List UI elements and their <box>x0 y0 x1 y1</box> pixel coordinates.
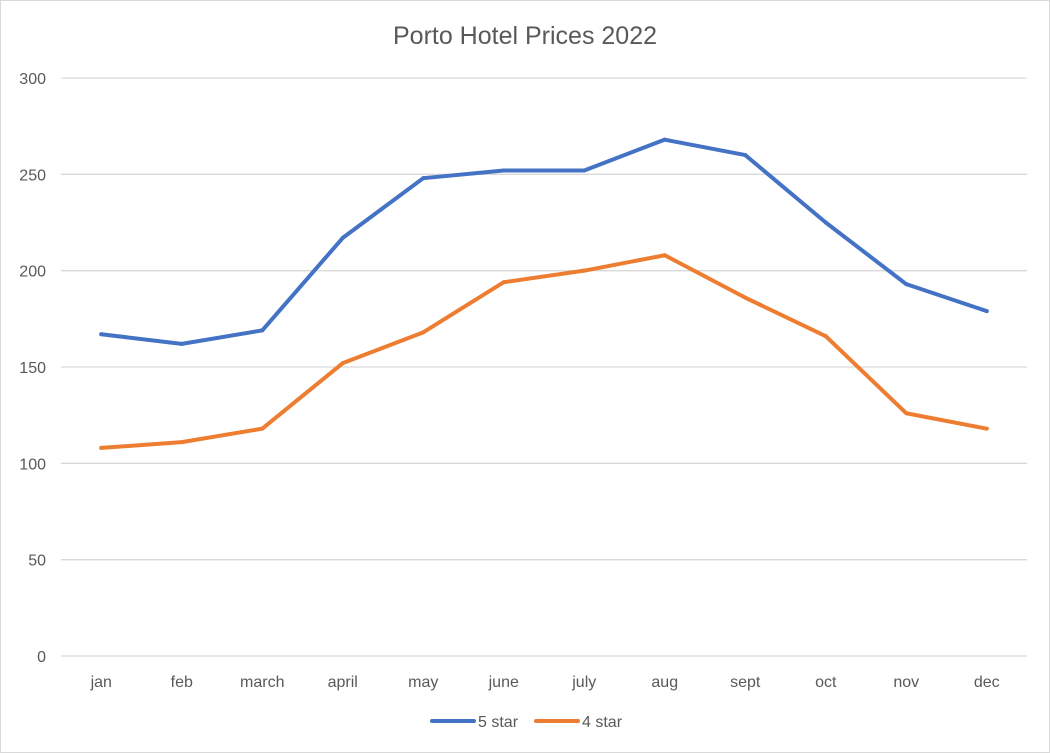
data-point <box>179 341 184 346</box>
data-point <box>823 334 828 339</box>
y-tick-label: 300 <box>19 71 46 88</box>
x-tick-label: july <box>571 674 596 691</box>
series-4-star <box>99 253 989 450</box>
data-point <box>501 280 506 285</box>
y-tick-label: 0 <box>37 649 46 666</box>
data-point <box>340 361 345 366</box>
series-lines <box>99 137 989 450</box>
data-point <box>260 328 265 333</box>
y-tick-label: 200 <box>19 264 46 281</box>
y-tick-label: 250 <box>19 167 46 184</box>
data-point <box>179 440 184 445</box>
data-point <box>662 137 667 142</box>
legend-item-4-star: 4 star <box>534 714 623 731</box>
y-tick-label: 50 <box>28 553 46 570</box>
x-tick-label: march <box>240 674 284 691</box>
y-tick-label: 100 <box>19 456 46 473</box>
data-point <box>582 168 587 173</box>
series-5-star <box>99 137 989 346</box>
data-point <box>501 168 506 173</box>
data-point <box>662 253 667 258</box>
gridlines <box>61 77 1027 657</box>
data-point <box>743 153 748 158</box>
data-point <box>99 332 104 337</box>
data-point <box>904 411 909 416</box>
chart-title: Porto Hotel Prices 2022 <box>393 22 657 50</box>
x-tick-label: feb <box>171 674 193 691</box>
data-point <box>984 309 989 314</box>
series-line-4-star <box>99 253 989 450</box>
x-tick-label: jan <box>90 674 112 691</box>
data-point <box>582 268 587 273</box>
legend: 5 star 4 star <box>430 714 623 731</box>
data-point <box>984 426 989 431</box>
data-point <box>340 235 345 240</box>
data-point <box>743 295 748 300</box>
data-point <box>99 445 104 450</box>
y-tick-label: 150 <box>19 360 46 377</box>
legend-item-5-star: 5 star <box>430 714 519 731</box>
x-tick-label: april <box>328 674 358 691</box>
y-axis-ticks: 0 50 100 150 200 250 300 <box>19 71 46 666</box>
legend-label: 5 star <box>478 714 519 731</box>
x-tick-label: dec <box>974 674 1000 691</box>
data-point <box>823 220 828 225</box>
data-point <box>904 282 909 287</box>
data-point <box>421 176 426 181</box>
x-tick-label: june <box>488 674 519 691</box>
data-point <box>260 426 265 431</box>
x-tick-label: nov <box>893 674 919 691</box>
x-tick-label: aug <box>651 674 678 691</box>
x-tick-label: oct <box>815 674 837 691</box>
x-tick-label: sept <box>730 674 761 691</box>
legend-label: 4 star <box>582 714 623 731</box>
series-line-5-star <box>99 137 989 346</box>
data-point <box>421 330 426 335</box>
x-tick-label: may <box>408 674 438 691</box>
x-axis-ticks: jan feb march april may june july aug sept oct nov… <box>90 674 1000 691</box>
